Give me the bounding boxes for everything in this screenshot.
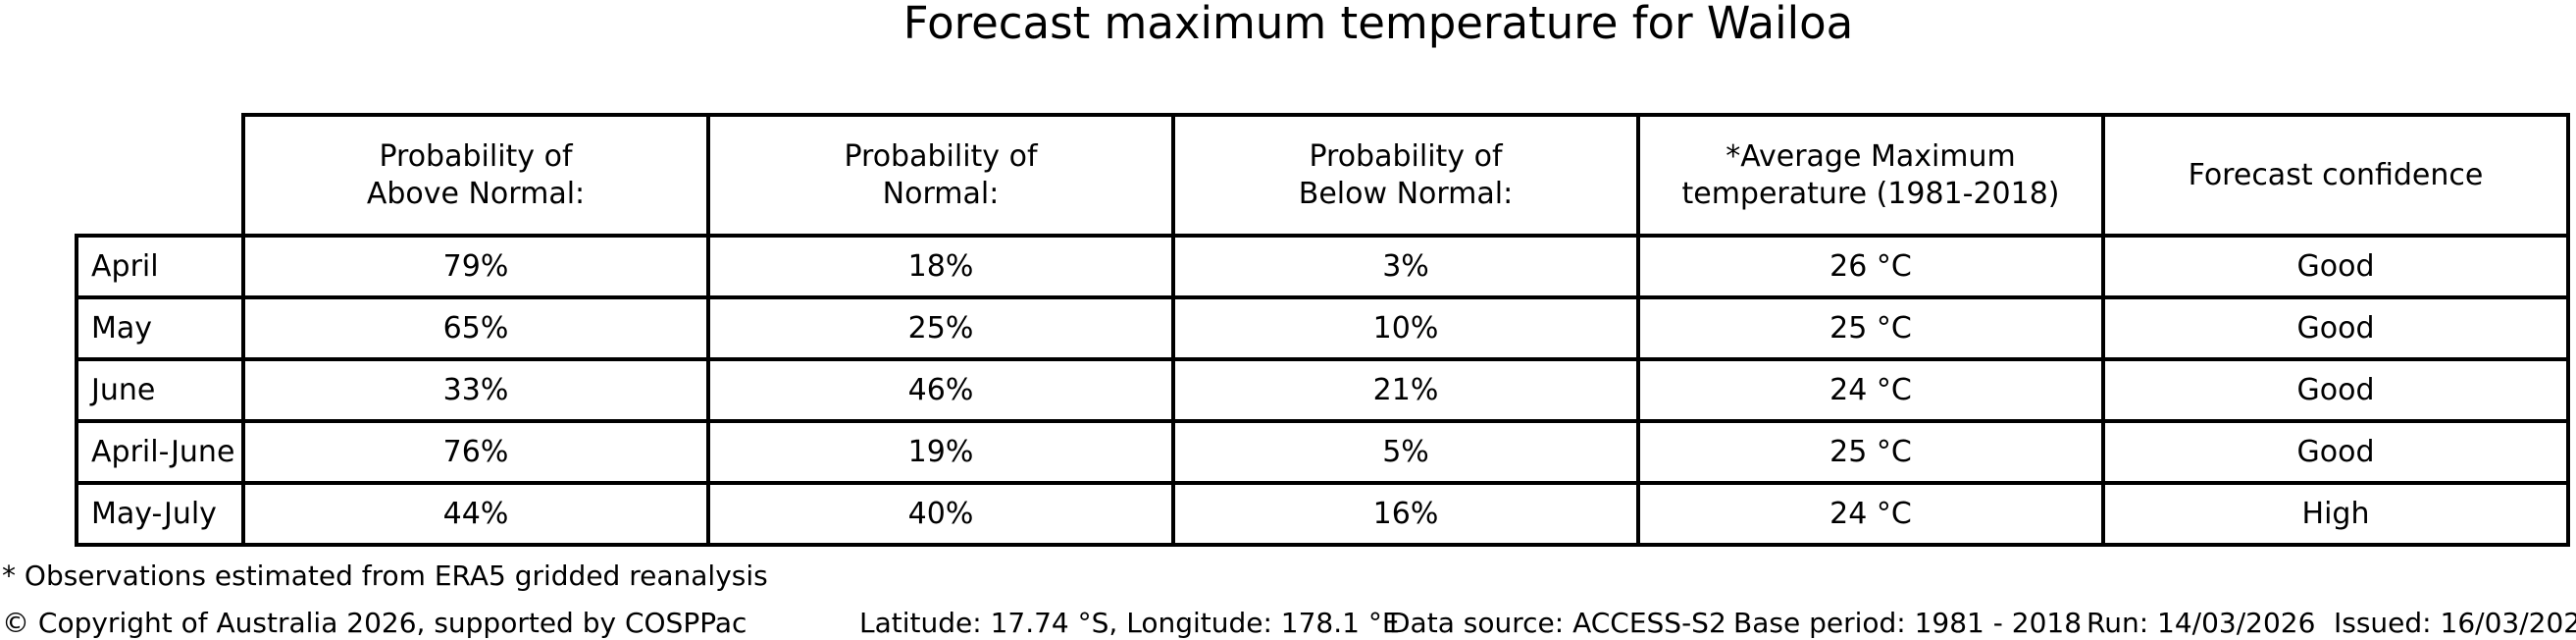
row-label: May-July: [75, 481, 245, 547]
col-header-normal: Probability of Normal:: [706, 113, 1175, 238]
table-corner-empty: [77, 115, 243, 236]
cell-normal: 46%: [706, 357, 1175, 423]
cell-normal: 19%: [706, 419, 1175, 485]
cell-above-normal: 79%: [241, 234, 710, 299]
cell-above-normal: 76%: [241, 419, 710, 485]
cell-average-max-temp: 25 °C: [1636, 295, 2105, 361]
forecast-table: Probability of Above Normal: Probability…: [75, 113, 2570, 547]
cell-average-max-temp: 24 °C: [1636, 481, 2105, 547]
run-date-text: Run: 14/03/2026: [2087, 607, 2316, 639]
cell-above-normal: 33%: [241, 357, 710, 423]
table-row-june: June 33% 46% 21% 24 °C Good: [75, 357, 2570, 423]
footnote-era5: * Observations estimated from ERA5 gridd…: [2, 560, 768, 592]
col-header-forecast-confidence: Forecast confidence: [2101, 113, 2570, 238]
cell-above-normal: 65%: [241, 295, 710, 361]
table-row-april: April 79% 18% 3% 26 °C Good: [75, 234, 2570, 299]
table-row-may: May 65% 25% 10% 25 °C Good: [75, 295, 2570, 361]
col-header-above-normal: Probability of Above Normal:: [241, 113, 710, 238]
col-header-average-max-temp: *Average Maximum temperature (1981-2018): [1636, 113, 2105, 238]
cell-confidence: High: [2101, 481, 2570, 547]
col-header-below-normal: Probability of Below Normal:: [1171, 113, 1640, 238]
cell-confidence: Good: [2101, 295, 2570, 361]
page-title: Forecast maximum temperature for Wailoa: [902, 0, 1854, 49]
cell-below-normal: 10%: [1171, 295, 1640, 361]
copyright-text: © Copyright of Australia 2026, supported…: [2, 607, 747, 639]
cell-average-max-temp: 24 °C: [1636, 357, 2105, 423]
table-row-april-june: April-June 76% 19% 5% 25 °C Good: [75, 419, 2570, 485]
row-label: June: [75, 357, 245, 423]
issued-date-text: Issued: 16/03/2026: [2334, 607, 2576, 639]
row-label: May: [75, 295, 245, 361]
cell-confidence: Good: [2101, 419, 2570, 485]
cell-below-normal: 5%: [1171, 419, 1640, 485]
cell-average-max-temp: 25 °C: [1636, 419, 2105, 485]
row-label: April: [75, 234, 245, 299]
row-label: April-June: [75, 419, 245, 485]
cell-below-normal: 16%: [1171, 481, 1640, 547]
table-header-row: Probability of Above Normal: Probability…: [77, 113, 2570, 238]
cell-normal: 25%: [706, 295, 1175, 361]
cell-confidence: Good: [2101, 357, 2570, 423]
cell-below-normal: 21%: [1171, 357, 1640, 423]
cell-below-normal: 3%: [1171, 234, 1640, 299]
base-period-text: Base period: 1981 - 2018: [1733, 607, 2083, 639]
cell-average-max-temp: 26 °C: [1636, 234, 2105, 299]
data-source-text: Data source: ACCESS-S2: [1389, 607, 1726, 639]
lat-lon-text: Latitude: 17.74 °S, Longitude: 178.1 °E: [859, 607, 1400, 639]
cell-above-normal: 44%: [241, 481, 710, 547]
cell-normal: 18%: [706, 234, 1175, 299]
cell-confidence: Good: [2101, 234, 2570, 299]
cell-normal: 40%: [706, 481, 1175, 547]
table-row-may-july: May-July 44% 40% 16% 24 °C High: [75, 481, 2570, 547]
